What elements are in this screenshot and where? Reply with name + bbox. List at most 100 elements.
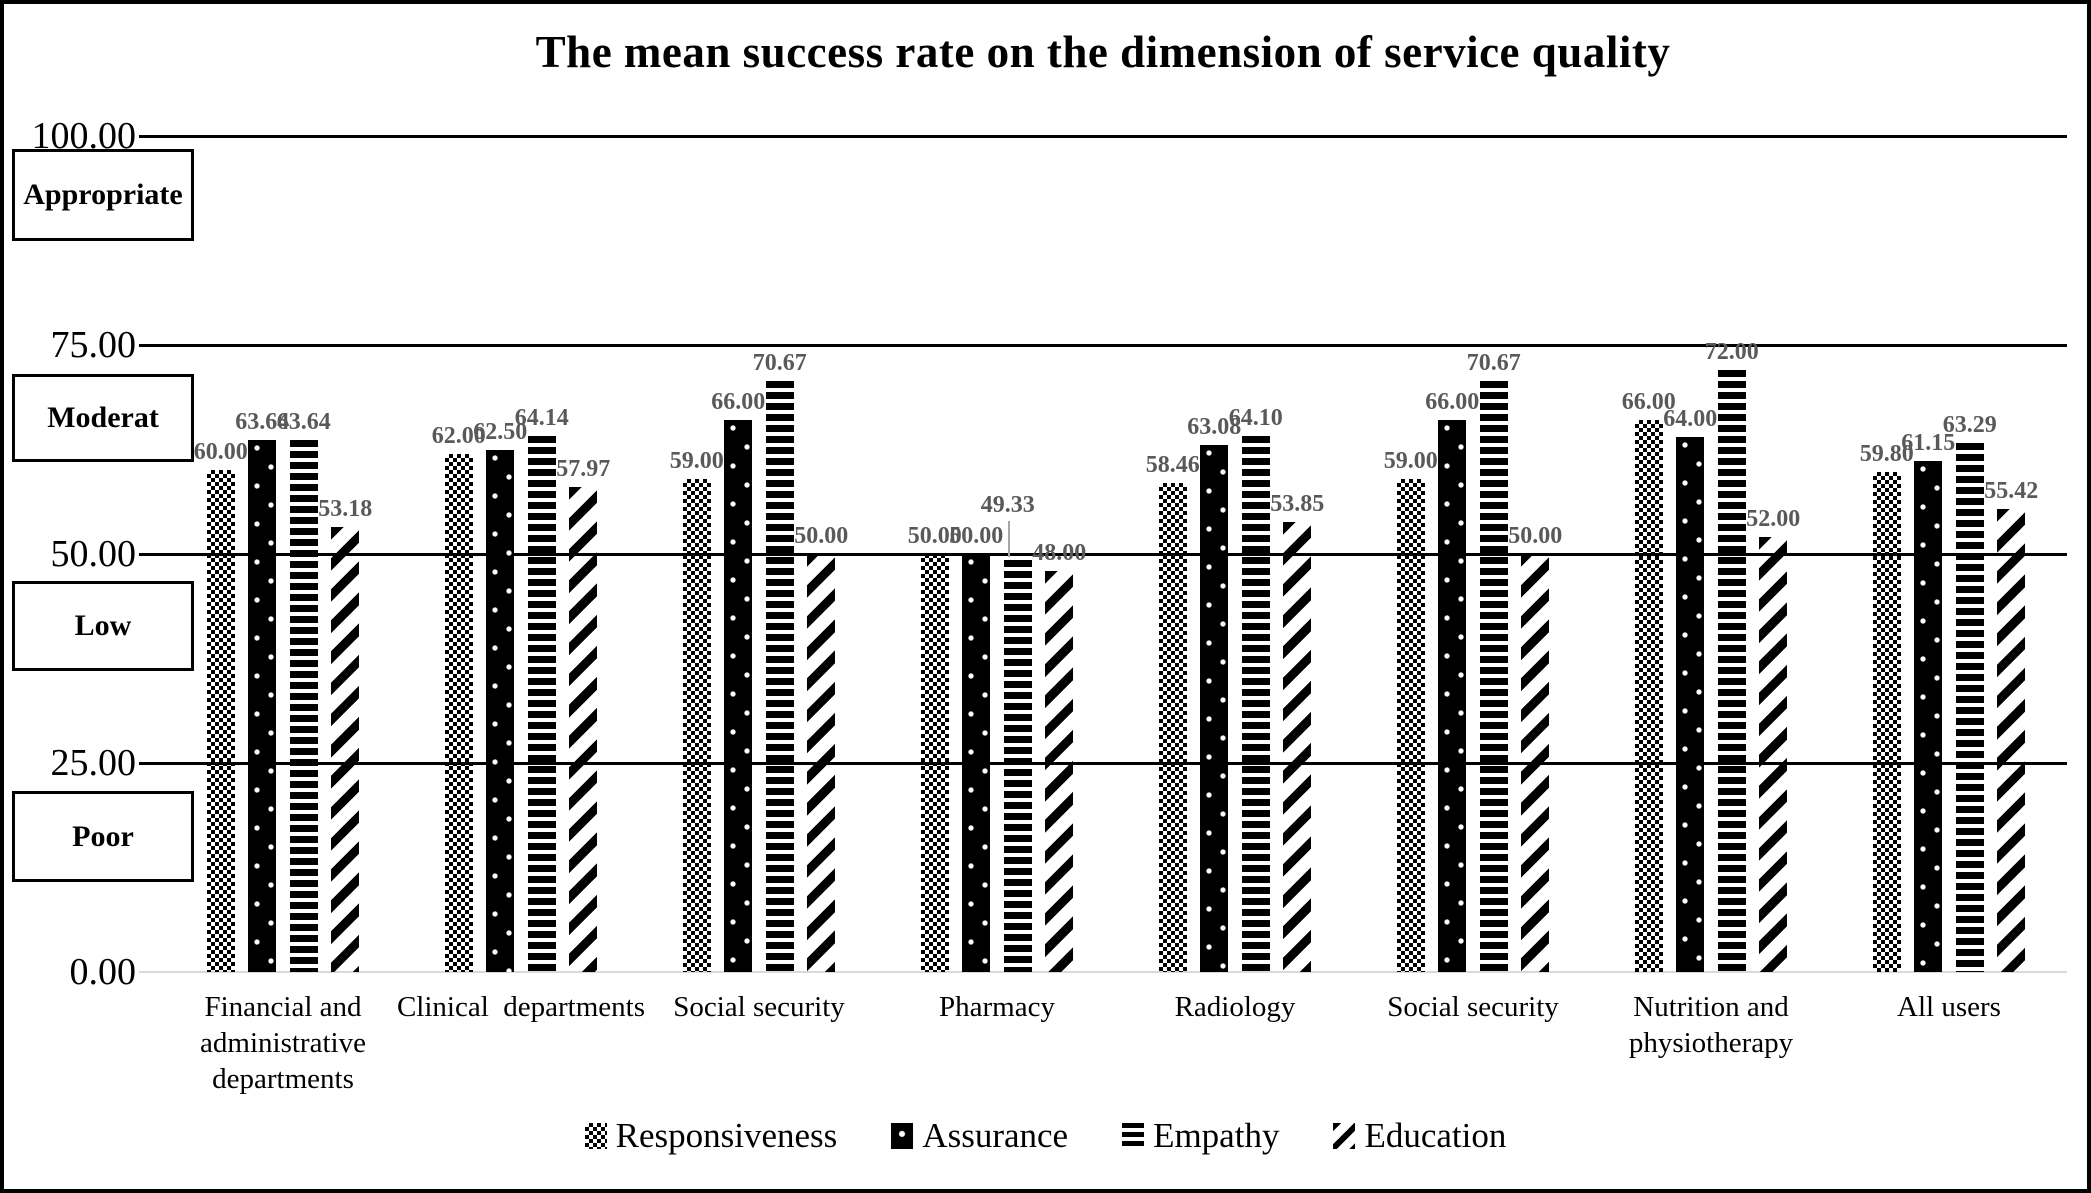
data-label-responsiveness-0: 60.00 bbox=[193, 439, 248, 465]
zone-label-low: Low bbox=[12, 581, 194, 671]
data-label-assurance-6: 64.00 bbox=[1663, 406, 1718, 432]
bar-responsiveness-7 bbox=[1872, 472, 1901, 972]
x-axis-category-label: Social security bbox=[1387, 991, 1559, 1023]
bar-empathy-1 bbox=[527, 436, 556, 972]
data-label-education-7: 55.42 bbox=[1984, 478, 2039, 504]
data-label-education-1: 57.97 bbox=[556, 456, 611, 482]
x-axis-category-label: Financial and administrative departments bbox=[200, 991, 366, 1095]
data-label-education-4: 53.85 bbox=[1270, 491, 1325, 517]
plot-area: 100.00 75.00 50.00 25.00 0.00 Appropriate Mode… bbox=[4, 4, 2087, 1189]
bar-assurance-3 bbox=[962, 554, 991, 972]
data-label-education-5: 50.00 bbox=[1508, 523, 1563, 549]
data-label-responsiveness-2: 59.00 bbox=[669, 448, 724, 474]
data-label-assurance-2: 66.00 bbox=[711, 389, 766, 415]
zone-label-appropriate: Appropriate bbox=[12, 149, 194, 241]
horizontal-stripes-legend-swatch-icon bbox=[1122, 1123, 1145, 1149]
bar-assurance-0 bbox=[248, 440, 277, 972]
bar-empathy-6 bbox=[1717, 370, 1746, 972]
data-label-leader-line bbox=[1007, 521, 1010, 557]
data-label-responsiveness-7: 59.80 bbox=[1859, 441, 1914, 467]
data-label-empathy-4: 64.10 bbox=[1228, 405, 1283, 431]
bar-assurance-2 bbox=[724, 420, 753, 972]
data-label-empathy-0: 63.64 bbox=[276, 409, 331, 435]
bar-education-2 bbox=[807, 554, 836, 972]
data-label-assurance-4: 63.08 bbox=[1187, 414, 1242, 440]
x-axis-category-label: Pharmacy bbox=[939, 991, 1055, 1023]
legend-item-assurance: Assurance bbox=[891, 1116, 1068, 1156]
legend-item-education: Education bbox=[1333, 1116, 1506, 1156]
bar-education-7 bbox=[1997, 509, 2026, 972]
data-label-assurance-5: 66.00 bbox=[1425, 389, 1480, 415]
legend-label: Education bbox=[1364, 1116, 1507, 1155]
chart-legend: Responsiveness Assurance Empathy Education bbox=[4, 1116, 2087, 1156]
data-label-education-0: 53.18 bbox=[318, 496, 373, 522]
bar-assurance-1 bbox=[486, 450, 515, 972]
bar-education-5 bbox=[1521, 554, 1550, 972]
zone-label-poor: Poor bbox=[12, 791, 194, 882]
data-label-assurance-3: 50.00 bbox=[949, 523, 1004, 549]
data-label-empathy-6: 72.00 bbox=[1704, 339, 1759, 365]
data-label-responsiveness-4: 58.46 bbox=[1145, 452, 1200, 478]
data-label-assurance-1: 62.50 bbox=[473, 419, 528, 445]
y-axis-tick-label: 50.00 bbox=[50, 533, 137, 575]
checkerboard-legend-swatch-icon bbox=[584, 1123, 607, 1149]
gridline-75 bbox=[139, 344, 2067, 347]
bar-empathy-3 bbox=[1003, 560, 1032, 972]
legend-label: Assurance bbox=[922, 1116, 1069, 1155]
x-axis-category-label: Radiology bbox=[1174, 991, 1296, 1023]
bar-assurance-6 bbox=[1676, 437, 1705, 972]
bar-responsiveness-1 bbox=[444, 454, 473, 972]
bar-empathy-7 bbox=[1955, 443, 1984, 972]
gridline-50 bbox=[139, 553, 2067, 556]
bar-education-6 bbox=[1759, 537, 1788, 972]
data-label-empathy-2: 70.67 bbox=[752, 350, 807, 376]
data-label-education-6: 52.00 bbox=[1746, 506, 1801, 532]
x-axis-category-label: Nutrition and physiotherapy bbox=[1628, 991, 1794, 1059]
bar-responsiveness-5 bbox=[1396, 479, 1425, 972]
x-axis-category-label: Social security bbox=[673, 991, 845, 1023]
x-axis-category-label: Clinical departments bbox=[396, 991, 646, 1023]
bar-education-3 bbox=[1045, 571, 1074, 972]
data-label-assurance-7: 61.15 bbox=[1901, 430, 1956, 456]
gridline-0 bbox=[139, 971, 2067, 973]
data-label-responsiveness-6: 66.00 bbox=[1621, 389, 1676, 415]
legend-item-responsiveness: Responsiveness bbox=[584, 1116, 838, 1156]
bar-assurance-4 bbox=[1200, 445, 1229, 972]
legend-label: Empathy bbox=[1153, 1116, 1280, 1155]
bar-empathy-4 bbox=[1241, 436, 1270, 972]
bar-education-4 bbox=[1283, 522, 1312, 972]
bar-responsiveness-4 bbox=[1158, 483, 1187, 972]
data-label-empathy-3: 49.33 bbox=[980, 492, 1035, 518]
zone-label-moderat: Moderat bbox=[12, 374, 194, 462]
bar-responsiveness-0 bbox=[206, 470, 235, 972]
data-label-responsiveness-3: 50.00 bbox=[907, 523, 962, 549]
bar-empathy-5 bbox=[1479, 381, 1508, 972]
bar-education-1 bbox=[569, 487, 598, 972]
legend-label: Responsiveness bbox=[615, 1116, 838, 1155]
bar-responsiveness-3 bbox=[920, 554, 949, 972]
data-label-responsiveness-1: 62.00 bbox=[431, 423, 486, 449]
data-label-education-2: 50.00 bbox=[794, 523, 849, 549]
data-label-responsiveness-5: 59.00 bbox=[1383, 448, 1438, 474]
bar-assurance-5 bbox=[1438, 420, 1467, 972]
bar-assurance-7 bbox=[1914, 461, 1943, 972]
bar-responsiveness-2 bbox=[682, 479, 711, 972]
black-white-dots-legend-swatch-icon bbox=[891, 1123, 914, 1149]
bar-responsiveness-6 bbox=[1634, 420, 1663, 972]
gridline-100 bbox=[139, 135, 2067, 138]
bar-empathy-2 bbox=[765, 381, 794, 972]
y-axis-tick-label: 25.00 bbox=[50, 742, 137, 784]
diagonal-stripes-legend-swatch-icon bbox=[1333, 1123, 1356, 1149]
data-label-empathy-1: 64.14 bbox=[514, 405, 569, 431]
data-label-education-3: 48.00 bbox=[1032, 540, 1087, 566]
legend-item-empathy: Empathy bbox=[1122, 1116, 1279, 1156]
x-axis-category-label: All users bbox=[1897, 991, 2001, 1023]
bar-empathy-0 bbox=[289, 440, 318, 972]
bar-education-0 bbox=[331, 527, 360, 972]
data-label-empathy-7: 63.29 bbox=[1942, 412, 1997, 438]
data-label-assurance-0: 63.64 bbox=[235, 409, 290, 435]
y-axis-tick-label: 0.00 bbox=[69, 951, 137, 993]
y-axis-tick-label: 75.00 bbox=[50, 324, 137, 366]
chart-title: The mean success rate on the dimension o… bbox=[535, 27, 1671, 77]
